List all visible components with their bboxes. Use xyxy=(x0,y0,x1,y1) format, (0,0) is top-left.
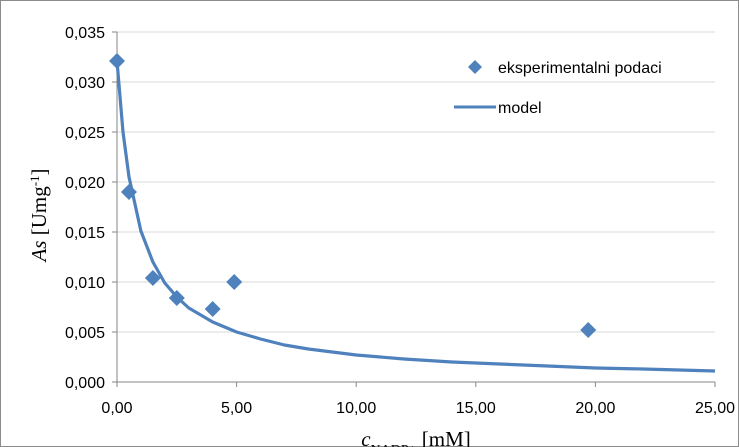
y-tick-label-2: 0,010 xyxy=(65,275,105,292)
gridlines xyxy=(117,31,715,333)
x-tick-label-1: 5,00 xyxy=(221,400,252,417)
y-tick-label-5: 0,025 xyxy=(65,125,105,142)
x-tick-label-5: 25,00 xyxy=(695,400,735,417)
experimental-series xyxy=(109,53,597,338)
y-tick-label-6: 0,030 xyxy=(65,75,105,92)
x-tick-label-0: 0,00 xyxy=(101,400,132,417)
x-tick-label-4: 20,00 xyxy=(575,400,615,417)
model-line xyxy=(115,60,716,373)
data-point-6 xyxy=(580,322,597,338)
axes xyxy=(112,31,716,387)
legend-label-experimental: eksperimentalni podaci xyxy=(498,60,662,77)
model-series xyxy=(115,60,716,373)
legend: eksperimentalni podaci model xyxy=(454,60,662,117)
data-point-3 xyxy=(168,290,185,306)
data-point-1 xyxy=(120,184,137,200)
data-point-2 xyxy=(144,270,161,286)
x-tick-labels: 0,00 5,00 10,00 15,00 20,00 25,00 xyxy=(101,400,735,417)
y-tick-label-0: 0,000 xyxy=(65,375,105,392)
y-axis-title: As [Umg-1] xyxy=(27,168,52,263)
data-point-0 xyxy=(109,53,125,69)
x-tick-label-3: 15,00 xyxy=(456,400,496,417)
y-tick-label-4: 0,020 xyxy=(65,175,105,192)
y-tick-label-1: 0,005 xyxy=(65,325,105,342)
legend-diamond-icon xyxy=(468,60,482,74)
legend-label-model: model xyxy=(498,100,542,117)
x-axis-title: cNADP+ [mM] xyxy=(361,427,471,447)
legend-diamond-marker xyxy=(468,60,482,74)
y-tick-label-3: 0,015 xyxy=(65,225,105,242)
y-tick-label-7: 0,035 xyxy=(65,25,105,42)
y-tick-labels: 0,000 0,005 0,010 0,015 0,020 0,025 0,030 0,035 xyxy=(65,25,105,392)
data-point-5 xyxy=(226,274,243,290)
x-tick-label-2: 10,00 xyxy=(336,400,376,417)
data-point-4 xyxy=(204,301,221,317)
